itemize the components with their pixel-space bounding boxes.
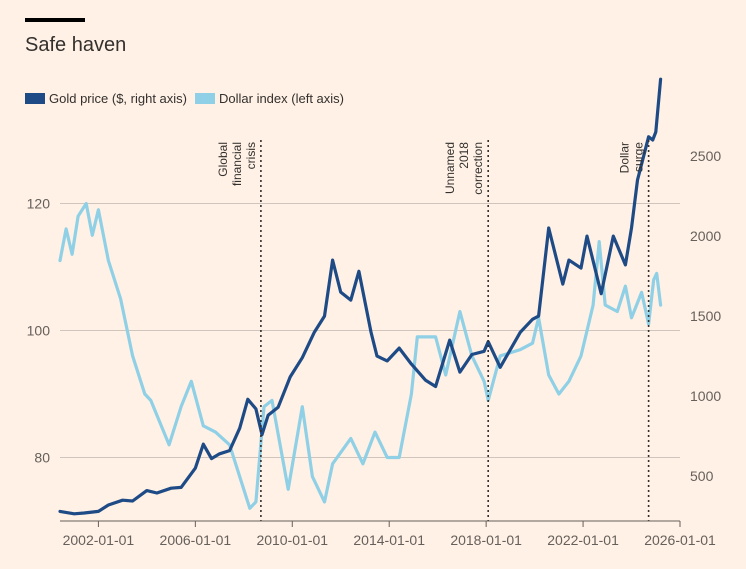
right-tick-label-2000: 2000 [690,228,721,244]
annotation-text-1-2: correction [471,142,485,195]
legend-item-gold: Gold price ($, right axis) [25,91,187,106]
legend-swatch-dollar [195,93,215,104]
legend-label-dollar: Dollar index (left axis) [219,91,344,106]
annotation-text-2-0: Dollar [618,142,632,173]
annotation-layer: Global financial crisis Unnamed 2018 correcti… [216,140,650,521]
x-tick-label-2014-01-01: 2014-01-01 [353,532,425,548]
series-layer [58,77,663,516]
x-tick-label-2026-01-01: 2026-01-01 [644,532,716,548]
dollar-index-line [58,201,663,510]
chart-title: Safe haven [25,34,127,56]
x-tick-label-2006-01-01: 2006-01-01 [160,532,232,548]
legend: Gold price ($, right axis) Dollar index … [25,91,344,106]
right-tick-label-1000: 1000 [690,388,721,404]
right-tick-label-1500: 1500 [690,308,721,324]
x-tick-label-2022-01-01: 2022-01-01 [547,532,619,548]
annotation-text-0-1: financial [230,142,244,186]
annotation-text-1-0: Unnamed [443,142,457,194]
axis-layer: 80 100 120 500 1000 1500 2000 2500 2002-01-01 200… [27,148,722,548]
x-tick-label-2002-01-01: 2002-01-01 [63,532,135,548]
annotation-text-0-0: Global [216,142,230,177]
legend-swatch-gold [25,93,45,104]
left-tick-label-80: 80 [34,450,50,466]
left-tick-label-100: 100 [27,323,51,339]
x-tick-label-2018-01-01: 2018-01-01 [450,532,522,548]
legend-item-dollar: Dollar index (left axis) [195,91,344,106]
top-rule [25,18,85,22]
gold-price-line [58,77,663,516]
annotation-text-1-1: 2018 [457,142,471,169]
x-tick-label-2010-01-01: 2010-01-01 [256,532,328,548]
left-tick-label-120: 120 [27,196,51,212]
annotation-text-2-1: surge [632,142,646,172]
legend-label-gold: Gold price ($, right axis) [49,91,187,106]
right-tick-label-2500: 2500 [690,148,721,164]
annotation-text-0-2: crisis [244,142,258,169]
right-tick-label-500: 500 [690,468,714,484]
